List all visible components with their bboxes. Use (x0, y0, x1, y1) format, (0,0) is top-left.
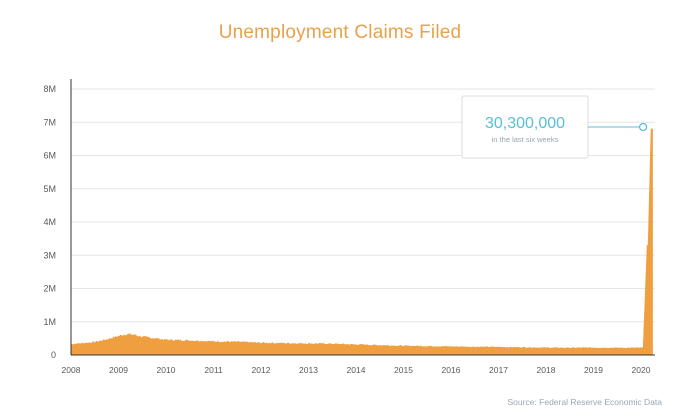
area-series-claims (70, 128, 653, 356)
callout-text: in the last six weeks (492, 135, 559, 144)
x-tick-label: 2009 (109, 365, 128, 375)
x-tick-label: 2010 (157, 365, 176, 375)
y-tick-label: 6M (43, 151, 56, 161)
y-tick-label: 8M (43, 84, 56, 94)
x-tick-label: 2011 (204, 365, 223, 375)
x-tick-label: 2019 (584, 365, 603, 375)
x-tick-label: 2020 (632, 365, 651, 375)
callout: 30,300,000 in the last six weeks (461, 95, 648, 159)
y-tick-label: 5M (43, 184, 56, 194)
x-tick-label: 2017 (489, 365, 508, 375)
callout-value: 30,300,000 (485, 115, 565, 132)
y-tick-label: 0 (51, 350, 56, 360)
chart-title: Unemployment Claims Filed (218, 22, 462, 43)
y-tick-labels: 0 1M 2M 3M 4M 5M 6M 7M 8M (43, 84, 56, 360)
y-tick-label: 2M (43, 284, 56, 294)
x-tick-label: 2014 (347, 365, 366, 375)
series-area (70, 128, 653, 356)
x-tick-label: 2016 (442, 365, 461, 375)
x-tick-label: 2015 (394, 365, 413, 375)
y-tick-label: 3M (43, 250, 56, 260)
y-tick-label: 4M (43, 217, 56, 227)
source-note: Source: Federal Reserve Economic Data (507, 397, 663, 407)
x-tick-label: 2018 (537, 365, 556, 375)
y-tick-label: 1M (43, 317, 56, 327)
x-tick-label: 2008 (62, 365, 81, 375)
y-tick-label: 7M (43, 117, 56, 127)
x-tick-label: 2012 (252, 365, 271, 375)
axes (70, 79, 655, 356)
x-tick-labels: 2008 2009 2010 2011 2012 2013 2014 2015 2016 2017… (62, 365, 651, 375)
callout-marker (638, 122, 648, 132)
x-tick-label: 2013 (299, 365, 318, 375)
